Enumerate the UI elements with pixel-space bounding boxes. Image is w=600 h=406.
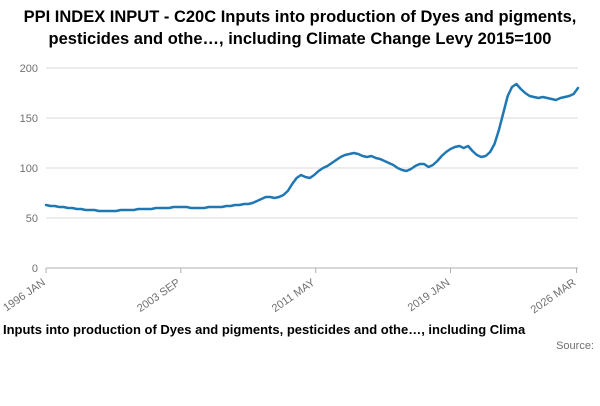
chart-caption: Inputs into production of Dyes and pigme… (3, 322, 526, 337)
y-tick-label: 200 (20, 63, 38, 75)
line-chart: 0 50 100 150 200 1996 JAN 2003 SEP 2011 MAY 2019… (1, 63, 580, 317)
source-label: Source: (556, 340, 594, 352)
x-tick-label: 2003 SEP (135, 277, 182, 315)
x-tick-label: 2011 MAY (270, 276, 318, 315)
y-tick-label: 50 (26, 213, 38, 225)
x-tick-label: 2019 JAN (406, 277, 453, 315)
y-tick-label: 100 (20, 163, 38, 175)
y-tick-label: 0 (32, 263, 38, 275)
chart-title: PPI INDEX INPUT - C20C Inputs into produ… (23, 8, 577, 48)
chart-page: PPI INDEX INPUT - C20C Inputs into produ… (0, 6, 600, 352)
x-tick-label: 2026 MAR (529, 277, 579, 317)
y-tick-label: 150 (20, 113, 38, 125)
data-series-line (44, 82, 580, 213)
x-tick-label: 1996 JAN (1, 277, 48, 315)
